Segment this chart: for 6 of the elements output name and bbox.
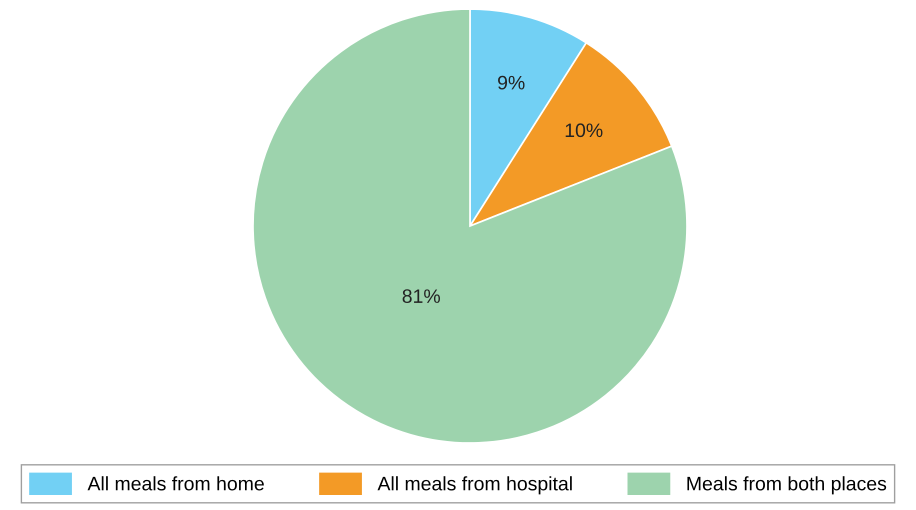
data-label: 81%: [402, 289, 440, 304]
data-label: 9%: [498, 76, 525, 90]
legend-label: All meals from hospital: [378, 476, 572, 494]
data-label: 10%: [566, 123, 602, 138]
legend-label: All meals from home: [88, 476, 264, 490]
legend-label: Meals from both places: [687, 476, 886, 494]
